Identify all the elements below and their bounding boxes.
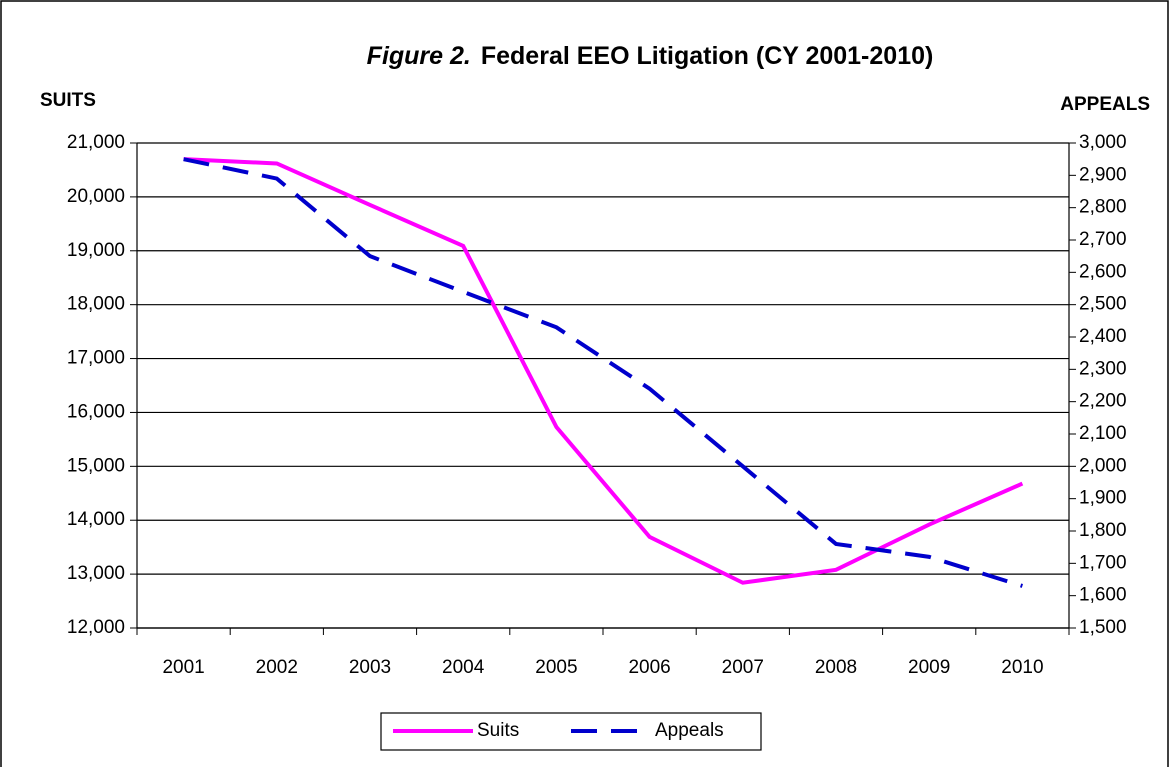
y-tick-label: 21,000 (67, 132, 125, 153)
y-tick-label: 20,000 (67, 186, 125, 207)
legend-label: Appeals (655, 720, 724, 741)
y-tick-label: 18,000 (67, 294, 125, 315)
x-tick-label: 2008 (815, 657, 857, 678)
y2-tick-label: 2,000 (1079, 455, 1127, 476)
y2-tick-label: 2,100 (1079, 423, 1127, 444)
y2-tick-label: 1,700 (1079, 552, 1127, 573)
x-tick-label: 2005 (535, 657, 577, 678)
x-tick-label: 2007 (722, 657, 764, 678)
y2-tick-label: 2,700 (1079, 229, 1127, 250)
x-tick-label: 2004 (442, 657, 485, 678)
y-tick-label: 12,000 (67, 617, 125, 638)
y2-tick-label: 2,600 (1079, 261, 1127, 282)
y-tick-label: 13,000 (67, 563, 125, 584)
series-line (183, 157, 1024, 585)
y2-tick-label: 1,600 (1079, 585, 1127, 606)
y2-tick-label: 2,500 (1079, 294, 1127, 315)
y2-tick-label: 2,300 (1079, 358, 1127, 379)
y2-tick-label: 2,200 (1079, 391, 1127, 412)
y2-tick-label: 1,500 (1079, 617, 1127, 638)
y2-axis-label: APPEALS (1060, 94, 1150, 115)
x-tick-label: 2001 (162, 657, 204, 678)
y2-tick-label: 3,000 (1079, 132, 1127, 153)
y-axis-label: SUITS (40, 90, 96, 111)
y-tick-label: 17,000 (67, 348, 125, 369)
y-tick-label: 19,000 (67, 240, 125, 261)
x-tick-label: 2003 (349, 657, 391, 678)
x-tick-label: 2009 (908, 657, 950, 678)
x-tick-label: 2006 (628, 657, 670, 678)
y-tick-label: 16,000 (67, 401, 125, 422)
x-tick-label: 2002 (256, 657, 298, 678)
y-tick-label: 14,000 (67, 509, 125, 530)
chart-title: Figure 2. Federal EEO Litigation (CY 2001… (367, 42, 934, 70)
series-line (183, 157, 1023, 588)
y2-tick-label: 1,900 (1079, 488, 1127, 509)
title-prefix: Figure 2. (367, 42, 471, 70)
y2-tick-label: 1,800 (1079, 520, 1127, 541)
y2-tick-label: 2,900 (1079, 164, 1127, 185)
title-main: Federal EEO Litigation (CY 2001-2010) (481, 42, 933, 70)
legend-label: Suits (477, 720, 519, 741)
y-tick-label: 15,000 (67, 455, 125, 476)
y2-tick-label: 2,400 (1079, 326, 1127, 347)
x-tick-label: 2010 (1001, 657, 1043, 678)
y2-tick-label: 2,800 (1079, 197, 1127, 218)
